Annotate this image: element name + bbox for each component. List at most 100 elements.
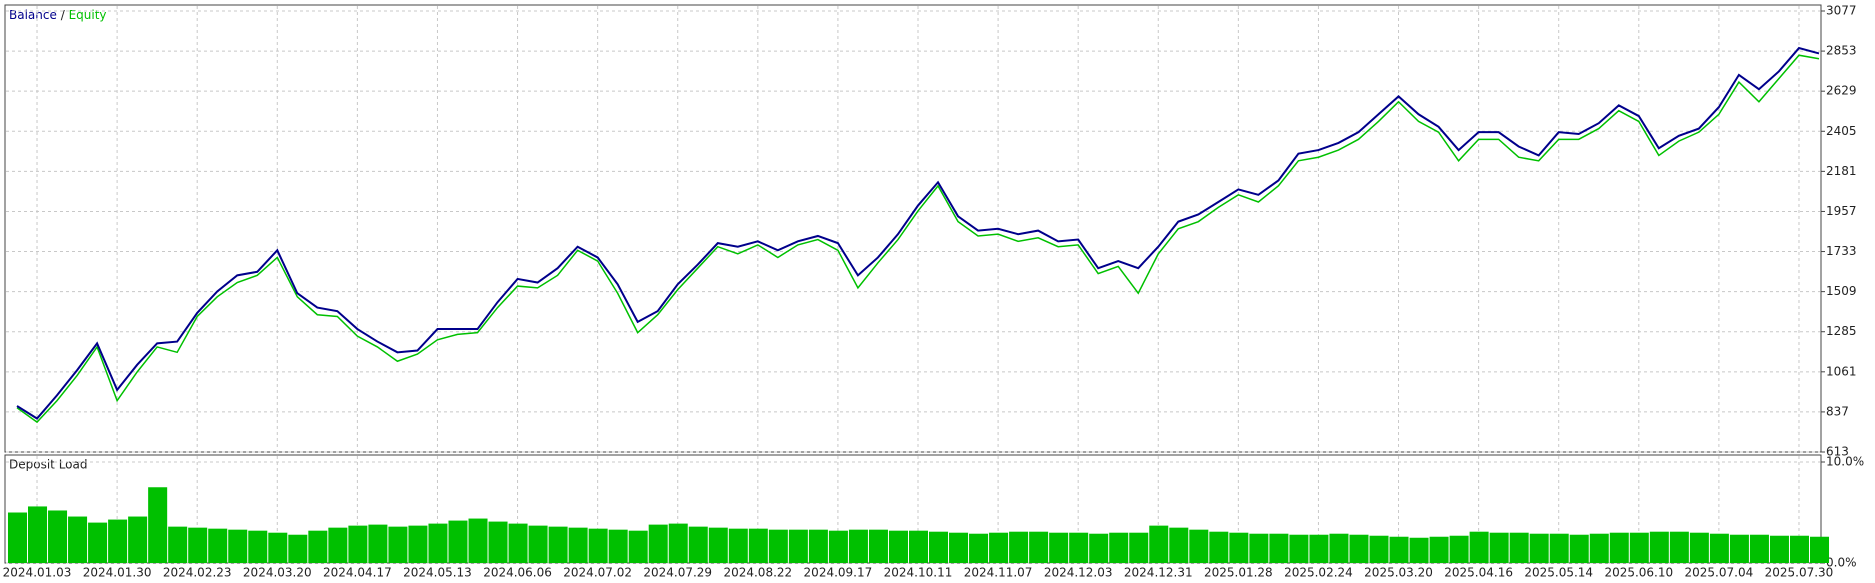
x-tick-label: 2024.01.03 xyxy=(3,566,72,580)
bar xyxy=(148,487,168,563)
x-tick-label: 2024.03.20 xyxy=(243,566,312,580)
y-tick-label: 1509 xyxy=(1826,284,1857,298)
bar xyxy=(548,526,568,563)
x-tick-label: 2024.12.03 xyxy=(1044,566,1113,580)
bar xyxy=(1529,533,1549,563)
bar xyxy=(1669,531,1689,563)
legend-equity: Equity xyxy=(69,8,107,22)
x-tick-label: 2024.08.22 xyxy=(723,566,792,580)
bar xyxy=(608,529,628,563)
y-tick-label: 0.0% xyxy=(1826,556,1857,570)
bar xyxy=(288,534,308,563)
bar xyxy=(1689,532,1709,563)
x-tick-label: 2024.02.23 xyxy=(163,566,232,580)
bar xyxy=(1549,533,1569,563)
bar xyxy=(228,529,248,563)
y-tick-label: 1061 xyxy=(1826,364,1857,378)
bar xyxy=(1449,535,1469,563)
bar xyxy=(628,530,648,563)
bar xyxy=(368,524,388,563)
bar xyxy=(268,532,288,563)
bar xyxy=(888,530,908,563)
x-tick-label: 2025.04.16 xyxy=(1444,566,1513,580)
y-tick-label: 2629 xyxy=(1826,84,1857,98)
bar xyxy=(588,528,608,563)
bar xyxy=(7,512,28,563)
bar xyxy=(428,523,448,563)
bar xyxy=(1109,532,1129,563)
bar xyxy=(488,521,508,563)
x-tick-label: 2025.02.24 xyxy=(1284,566,1353,580)
x-tick-label: 2024.07.29 xyxy=(643,566,712,580)
bar xyxy=(1429,536,1449,563)
bar xyxy=(1809,536,1830,563)
y-tick-label: 837 xyxy=(1826,404,1849,418)
bar xyxy=(1229,532,1249,563)
bar xyxy=(1149,525,1169,563)
bar xyxy=(408,525,428,563)
bar xyxy=(388,526,408,563)
y-tick-label: 1957 xyxy=(1826,204,1857,218)
bar xyxy=(1589,533,1609,563)
bar xyxy=(708,527,728,563)
bar xyxy=(828,530,848,563)
bar xyxy=(1069,532,1089,563)
bar xyxy=(1489,532,1509,563)
bar xyxy=(568,527,588,563)
bar xyxy=(848,529,868,563)
bar xyxy=(989,532,1009,563)
bar xyxy=(1129,532,1149,563)
x-tick-label: 2024.07.02 xyxy=(563,566,632,580)
bar xyxy=(328,527,348,563)
legend: Balance / Equity xyxy=(9,8,107,22)
bar xyxy=(808,529,828,563)
bar xyxy=(1629,532,1649,563)
x-tick-label: 2025.07.04 xyxy=(1685,566,1754,580)
bar xyxy=(748,528,768,563)
x-tick-label: 2024.05.13 xyxy=(403,566,472,580)
bar xyxy=(1209,531,1229,563)
bar xyxy=(108,519,128,563)
bar xyxy=(28,506,48,563)
bar xyxy=(668,523,688,563)
bar xyxy=(1309,534,1329,563)
bar xyxy=(1709,533,1729,563)
x-tick-label: 2025.05.14 xyxy=(1524,566,1593,580)
legend-balance: Balance xyxy=(9,8,57,22)
bar xyxy=(188,527,208,563)
y-tick-label: 1733 xyxy=(1826,244,1857,258)
bar xyxy=(688,526,708,563)
bar xyxy=(1289,534,1309,563)
bar xyxy=(908,530,929,563)
bar xyxy=(1609,532,1629,563)
x-tick-label: 2024.09.17 xyxy=(804,566,873,580)
bar xyxy=(1369,535,1389,563)
y-tick-label: 1285 xyxy=(1826,324,1857,338)
bar xyxy=(208,528,228,563)
legend-separator: / xyxy=(61,8,66,22)
bar xyxy=(929,531,949,563)
bar xyxy=(1269,533,1289,563)
bar xyxy=(448,520,468,563)
x-tick-label: 2025.07.30 xyxy=(1765,566,1834,580)
bar xyxy=(949,532,969,563)
y-tick-label: 3077 xyxy=(1826,4,1857,18)
bar xyxy=(1349,534,1369,563)
bar xyxy=(1009,531,1029,563)
bar xyxy=(1169,527,1189,563)
bar xyxy=(1329,533,1349,563)
bar xyxy=(648,524,668,563)
bar xyxy=(1409,537,1429,563)
series-line xyxy=(16,46,1820,420)
y-tick-label: 2853 xyxy=(1826,44,1857,58)
bar xyxy=(68,516,88,563)
bar xyxy=(1469,531,1489,563)
bar xyxy=(508,523,528,563)
bar xyxy=(1389,536,1409,563)
bar xyxy=(1749,534,1769,563)
series-line xyxy=(16,54,1820,424)
bar xyxy=(1029,531,1049,563)
bar xyxy=(728,528,748,563)
bar xyxy=(1729,534,1749,563)
